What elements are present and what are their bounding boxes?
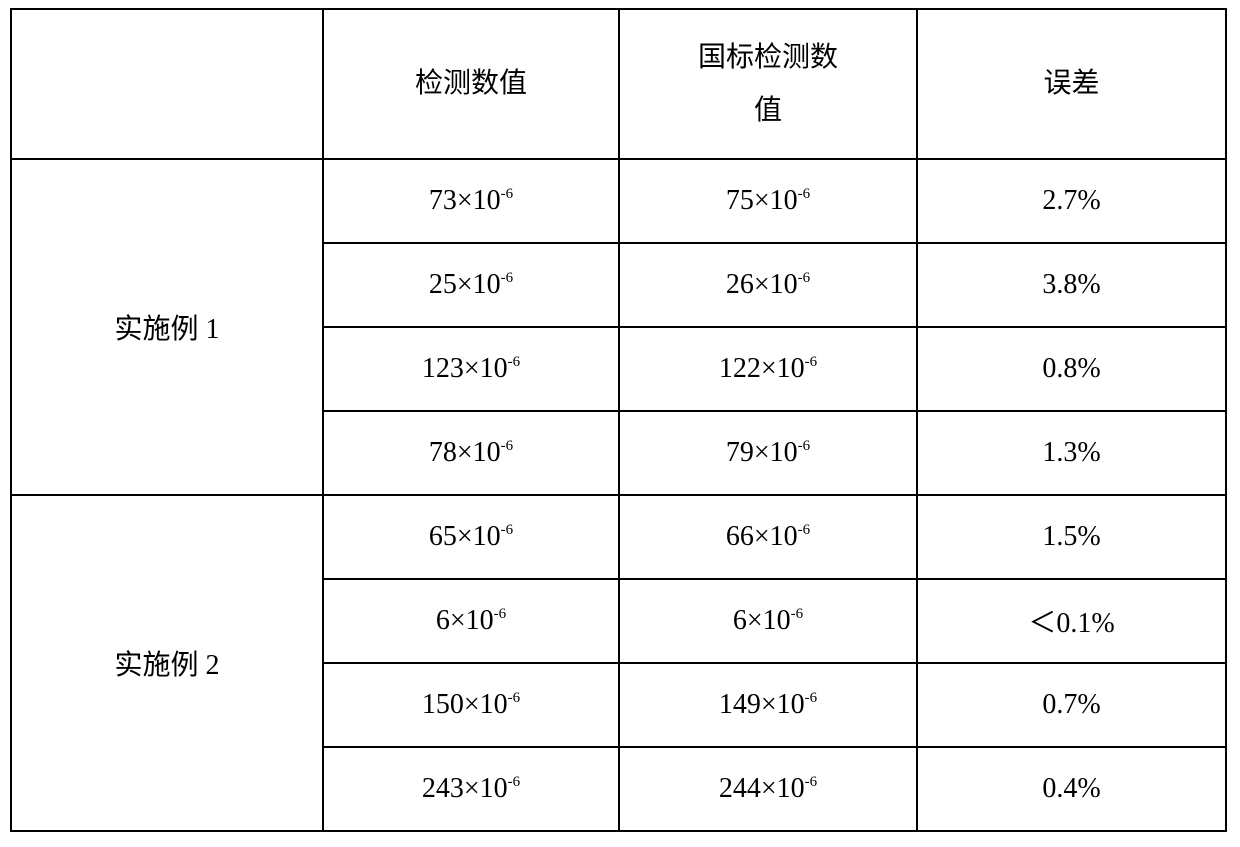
standard-cell: 244×10-6 (619, 747, 917, 831)
measured-cell: 78×10-6 (323, 411, 619, 495)
standard-cell: 6×10-6 (619, 579, 917, 663)
error-cell: ＜0.1% (917, 579, 1226, 663)
error-cell: 0.7% (917, 663, 1226, 747)
error-cell: 0.8% (917, 327, 1226, 411)
error-cell: 1.3% (917, 411, 1226, 495)
measured-cell: 25×10-6 (323, 243, 619, 327)
col-header-standard: 国标检测数 值 (619, 9, 917, 159)
standard-cell: 75×10-6 (619, 159, 917, 243)
group-label: 实施例 2 (11, 495, 323, 831)
standard-cell: 122×10-6 (619, 327, 917, 411)
standard-cell: 79×10-6 (619, 411, 917, 495)
error-cell: 0.4% (917, 747, 1226, 831)
col-header-blank (11, 9, 323, 159)
measured-cell: 73×10-6 (323, 159, 619, 243)
measured-cell: 150×10-6 (323, 663, 619, 747)
col-header-error: 误差 (917, 9, 1226, 159)
measured-cell: 65×10-6 (323, 495, 619, 579)
measured-cell: 123×10-6 (323, 327, 619, 411)
table-header-row: 检测数值 国标检测数 值 误差 (11, 9, 1226, 159)
table-row: 实施例 1 73×10-6 75×10-6 2.7% (11, 159, 1226, 243)
col-header-standard-line1: 国标检测数 (698, 42, 838, 73)
measured-cell: 243×10-6 (323, 747, 619, 831)
standard-cell: 26×10-6 (619, 243, 917, 327)
group-label: 实施例 1 (11, 159, 323, 495)
col-header-standard-line2: 值 (754, 95, 782, 126)
table-row: 实施例 2 65×10-6 66×10-6 1.5% (11, 495, 1226, 579)
measured-cell: 6×10-6 (323, 579, 619, 663)
standard-cell: 149×10-6 (619, 663, 917, 747)
table-container: 检测数值 国标检测数 值 误差 实施例 1 73×10-6 75×10-6 2.… (0, 0, 1240, 847)
standard-cell: 66×10-6 (619, 495, 917, 579)
error-cell: 1.5% (917, 495, 1226, 579)
col-header-measured: 检测数值 (323, 9, 619, 159)
data-table: 检测数值 国标检测数 值 误差 实施例 1 73×10-6 75×10-6 2.… (10, 8, 1227, 832)
error-cell: 2.7% (917, 159, 1226, 243)
error-cell: 3.8% (917, 243, 1226, 327)
